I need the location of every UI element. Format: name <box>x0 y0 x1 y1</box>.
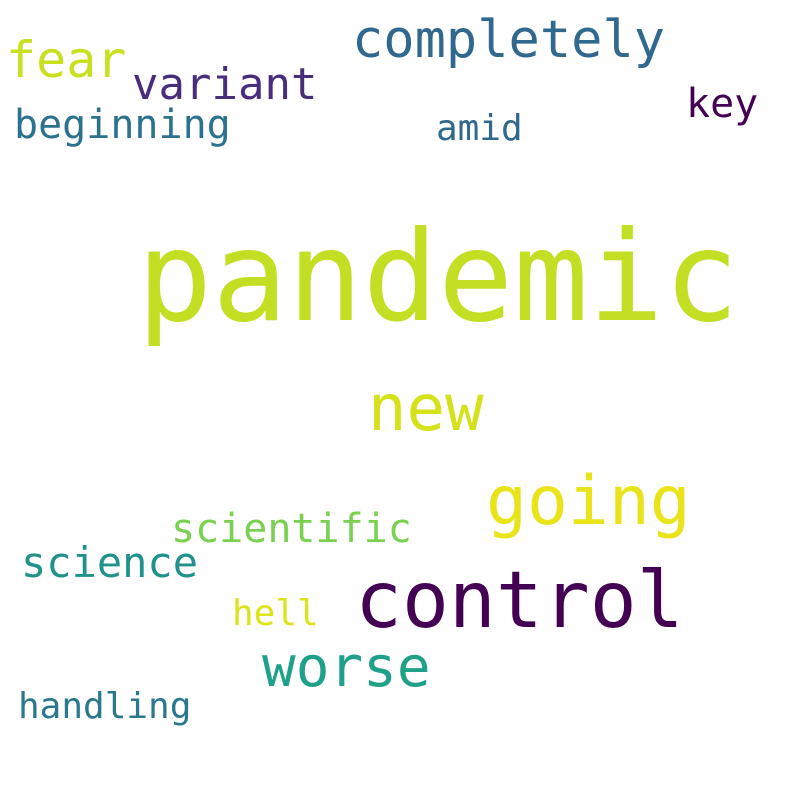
word-new: new <box>368 372 484 446</box>
word-variant: variant <box>132 59 318 110</box>
word-hell: hell <box>232 593 319 634</box>
word-science: science <box>21 538 199 587</box>
word-beginning: beginning <box>14 102 231 148</box>
word-key: key <box>686 81 759 127</box>
word-going: going <box>486 462 691 541</box>
word-amid: amid <box>436 108 523 149</box>
word-scientific: scientific <box>171 506 412 552</box>
word-worse: worse <box>262 635 431 700</box>
word-pandemic: pandemic <box>137 205 740 350</box>
word-control: control <box>355 556 684 646</box>
word-fear: fear <box>6 31 127 89</box>
word-completely: completely <box>352 10 666 70</box>
word-handling: handling <box>18 686 192 727</box>
